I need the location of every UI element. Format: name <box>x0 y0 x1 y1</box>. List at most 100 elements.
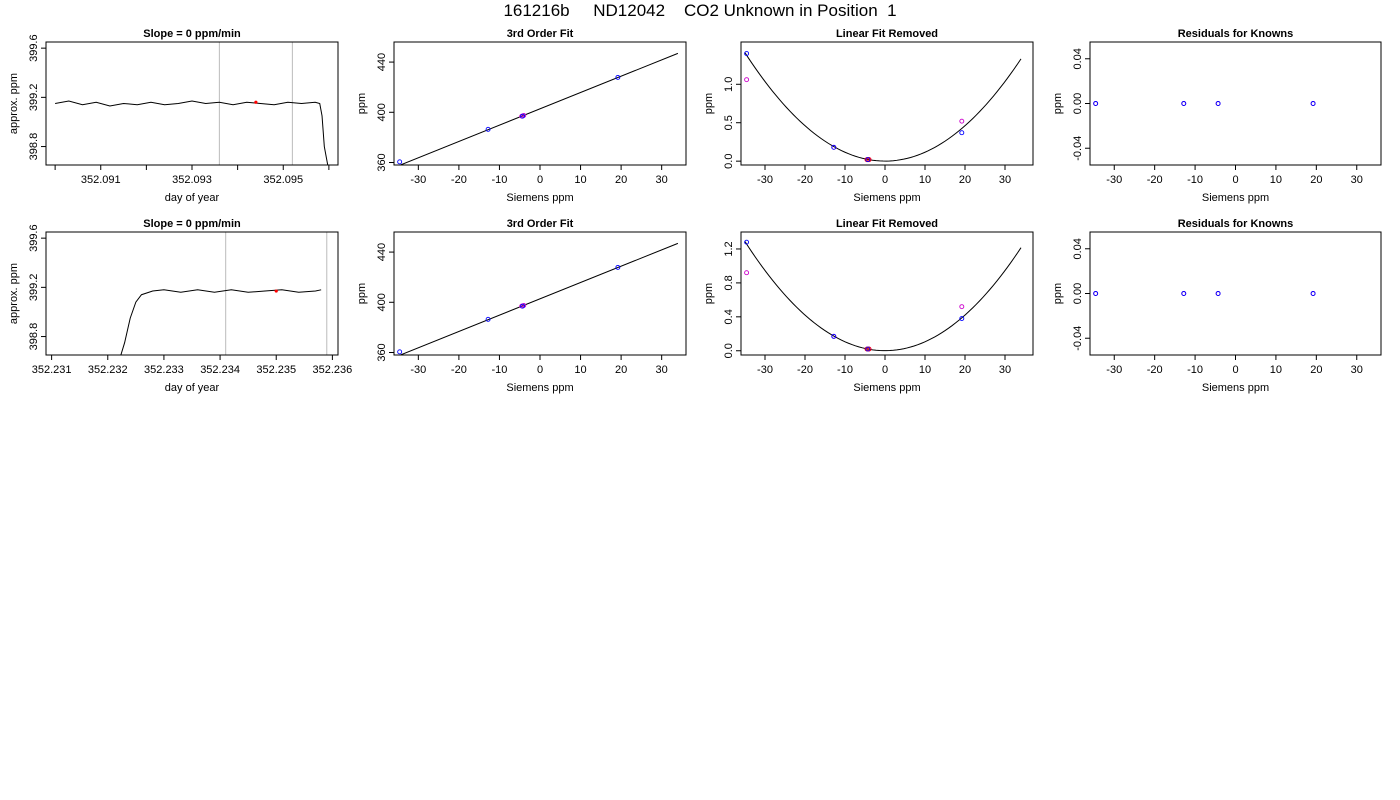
y-axis-label: ppm <box>356 283 368 304</box>
x-axis-label: day of year <box>165 382 220 394</box>
chart-panel-2: 3rd Order Fit -30 -20 -10 0 10 20 30 360 400 440 Si… <box>356 28 687 204</box>
chart-panel-4: Residuals for Knowns -30 -20 -10 0 10 20 30 -0.0… <box>1052 28 1382 204</box>
x-tick-label: 0 <box>537 174 543 186</box>
plot-frame <box>393 41 687 166</box>
y-tick-label: 0.00 <box>1072 283 1084 304</box>
x-tick-label: 30 <box>1351 364 1363 376</box>
x-tick-label: 352.235 <box>256 364 296 376</box>
chart-panel-7: Linear Fit Removed -30 -20 -10 0 10 20 30 0.0 0.4… <box>703 218 1034 394</box>
plot-frame <box>1089 231 1382 356</box>
unknown-point <box>744 77 750 83</box>
x-tick-label: -30 <box>757 174 773 186</box>
chart-title: Residuals for Knowns <box>1178 218 1294 230</box>
x-tick-label: 20 <box>615 174 627 186</box>
plot-frame <box>740 41 1034 166</box>
x-tick-label: -30 <box>757 364 773 376</box>
plot-area <box>397 52 679 165</box>
x-tick-label: -10 <box>1187 174 1203 186</box>
plot-area <box>397 242 679 355</box>
known-point <box>959 130 965 136</box>
known-point <box>397 349 403 355</box>
plot-frame <box>1089 41 1382 166</box>
x-tick-label: 0 <box>1232 364 1238 376</box>
x-tick-label: 30 <box>999 364 1011 376</box>
unknown-point <box>744 270 750 276</box>
y-tick-label: 399.2 <box>28 274 40 302</box>
x-tick-label: 20 <box>615 364 627 376</box>
y-tick-label: 400 <box>376 293 388 311</box>
x-tick-label: 20 <box>959 364 971 376</box>
plot-area <box>55 100 329 165</box>
chart-panel-8: Residuals for Knowns -30 -20 -10 0 10 20 30 -0.0… <box>1052 218 1382 394</box>
known-point <box>831 144 837 150</box>
known-point <box>959 316 965 321</box>
y-tick-label: 0.4 <box>723 309 735 324</box>
known-point <box>1181 291 1187 296</box>
y-tick-label: 360 <box>376 343 388 361</box>
x-tick-label: -10 <box>1187 364 1203 376</box>
y-tick-label: 1.2 <box>723 241 735 256</box>
y-tick-label: 399.6 <box>28 224 40 252</box>
x-tick-label: -20 <box>1147 174 1163 186</box>
x-tick-label: -20 <box>1147 364 1163 376</box>
fit-line <box>399 242 679 355</box>
known-point <box>865 157 871 163</box>
x-tick-label: 352.095 <box>263 174 303 186</box>
fit-curve <box>744 241 1022 352</box>
x-tick-label: 352.233 <box>144 364 184 376</box>
x-tick-label: -20 <box>451 174 467 186</box>
y-tick-label: 0.00 <box>1072 93 1084 114</box>
plot-area <box>744 239 1022 352</box>
known-point <box>1215 101 1221 106</box>
x-tick-label: -20 <box>797 174 813 186</box>
x-tick-label: 30 <box>656 174 668 186</box>
y-axis-label: ppm <box>1052 93 1064 114</box>
y-tick-label: 360 <box>376 153 388 171</box>
unknown-point <box>959 304 965 310</box>
data-marker <box>254 100 258 104</box>
x-axis-label: Siemens ppm <box>853 192 920 204</box>
x-tick-label: 352.234 <box>200 364 240 376</box>
x-tick-label: -10 <box>491 364 507 376</box>
chart-panel-3: Linear Fit Removed -30 -20 -10 0 10 20 30 0.0 0.5… <box>703 28 1034 204</box>
y-tick-label: 0.04 <box>1072 238 1084 259</box>
x-tick-label: 0 <box>882 364 888 376</box>
x-tick-label: 10 <box>1270 174 1282 186</box>
series-line <box>120 289 322 355</box>
x-tick-label: 30 <box>999 174 1011 186</box>
x-tick-label: -10 <box>491 174 507 186</box>
chart-title: Linear Fit Removed <box>836 218 938 230</box>
x-tick-label: -30 <box>410 364 426 376</box>
y-tick-label: 399.6 <box>28 34 40 62</box>
plot-area <box>1093 101 1316 106</box>
y-tick-label: 0.0 <box>723 154 735 169</box>
x-tick-label: 20 <box>959 174 971 186</box>
y-tick-label: 0.5 <box>723 115 735 130</box>
x-tick-label: 30 <box>656 364 668 376</box>
chart-title: Slope = 0 ppm/min <box>143 218 241 230</box>
plot-area <box>120 289 322 355</box>
y-tick-label: -0.04 <box>1072 136 1084 161</box>
fit-curve <box>744 52 1022 162</box>
x-tick-label: 10 <box>919 174 931 186</box>
x-tick-label: 352.236 <box>313 364 353 376</box>
known-point <box>1181 101 1187 106</box>
y-tick-label: 440 <box>376 53 388 71</box>
x-tick-label: 30 <box>1351 174 1363 186</box>
x-tick-label: 10 <box>919 364 931 376</box>
known-point <box>1310 291 1316 296</box>
y-tick-label: 1.0 <box>723 77 735 92</box>
y-tick-label: 0.0 <box>723 343 735 358</box>
y-axis-label: ppm <box>703 93 715 114</box>
x-axis-label: Siemens ppm <box>506 382 573 394</box>
x-tick-label: 352.232 <box>88 364 128 376</box>
x-tick-label: 352.093 <box>172 174 212 186</box>
known-point <box>520 113 526 119</box>
x-tick-label: -30 <box>1106 364 1122 376</box>
x-tick-label: -10 <box>837 174 853 186</box>
x-tick-label: 352.231 <box>32 364 72 376</box>
y-tick-label: 398.8 <box>28 133 40 161</box>
chart-panel-6: 3rd Order Fit -30 -20 -10 0 10 20 30 360 400 440 Si… <box>356 218 687 394</box>
x-axis-label: Siemens ppm <box>506 192 573 204</box>
known-point <box>1093 291 1099 296</box>
